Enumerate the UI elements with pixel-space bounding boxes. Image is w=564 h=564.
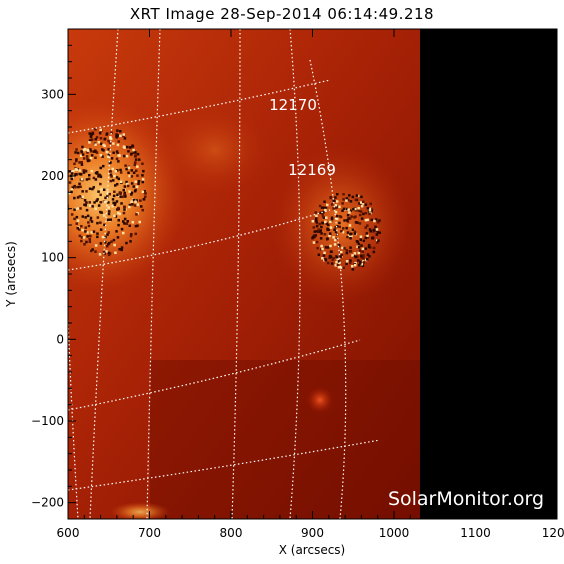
grid-line	[68, 339, 361, 411]
y-axis-label: Y (arcsecs)	[4, 241, 18, 308]
x-tick-label: 700	[138, 526, 161, 540]
watermark: SolarMonitor.org	[388, 488, 544, 510]
region-label-12170: 12170	[269, 96, 317, 114]
x-tick-label: 1200	[542, 526, 564, 540]
active-region-12169-glow	[270, 145, 410, 305]
y-tick-label: −200	[31, 496, 64, 510]
axis-ticks: 600 700 800 900 1000 1100 1200 −200 −100 0 100 200 3…	[31, 28, 564, 540]
image-title: XRT Image 28-Sep-2014 06:14:49.218	[129, 5, 435, 23]
x-tick-label: 1100	[460, 526, 491, 540]
y-tick-label: 100	[41, 251, 64, 265]
x-tick-label: 600	[57, 526, 80, 540]
bright-active-region-left	[68, 100, 185, 290]
region-label-12169: 12169	[288, 161, 336, 179]
dark-coronal-region	[150, 360, 420, 519]
y-tick-label: 200	[41, 169, 64, 183]
y-tick-label: −100	[31, 414, 64, 428]
x-tick-label: 900	[301, 526, 324, 540]
grid-line	[68, 79, 331, 134]
grid-line	[309, 59, 347, 519]
grid-line	[68, 439, 381, 491]
y-tick-label: 0	[56, 332, 64, 346]
x-tick-label: 800	[220, 526, 243, 540]
x-tick-label: 1000	[379, 526, 410, 540]
grid-line	[89, 29, 119, 519]
grid-line	[231, 29, 241, 519]
grid-line	[68, 319, 79, 519]
y-tick-label: 300	[41, 87, 64, 101]
saturated-pixels-12169	[311, 193, 381, 271]
space-background	[420, 29, 557, 519]
x-axis-label: X (arcsecs)	[279, 543, 346, 557]
bright-point	[306, 386, 334, 414]
heliographic-grid	[68, 29, 381, 519]
